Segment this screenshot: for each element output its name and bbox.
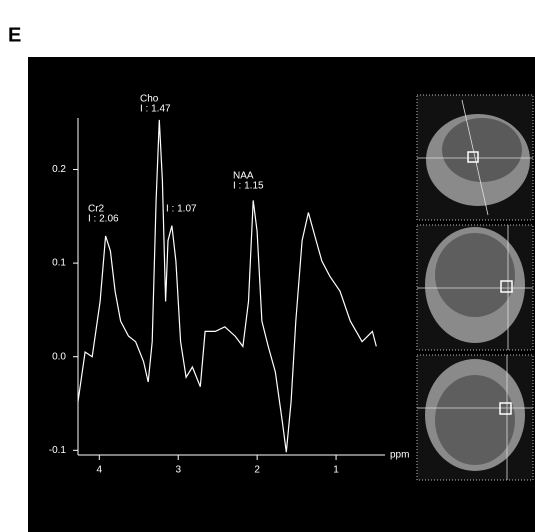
x-tick-label: 1	[333, 465, 339, 476]
y-tick-label: 0.2	[52, 164, 66, 175]
panel-label: E	[8, 24, 21, 46]
y-tick-label: 0.0	[52, 351, 66, 362]
x-tick-label: 3	[175, 465, 181, 476]
peak-integral: I : 1.47	[140, 104, 171, 115]
y-tick-label: -0.1	[49, 445, 67, 456]
figure: E ppm 0.20.10.0-0.14321ChoI : 1.47Cr2I :…	[0, 0, 535, 532]
peak-integral: I : 1.15	[233, 181, 264, 192]
peak-integral: I : 2.06	[88, 214, 119, 225]
x-axis-label: ppm	[390, 450, 409, 461]
brain	[442, 118, 522, 182]
brain	[435, 233, 515, 317]
brain	[435, 375, 515, 465]
y-tick-label: 0.1	[52, 258, 66, 269]
x-tick-label: 2	[254, 465, 260, 476]
peak-integral: I : 1.07	[166, 204, 197, 215]
x-tick-label: 4	[97, 465, 103, 476]
mri-thumbnails	[417, 95, 533, 480]
